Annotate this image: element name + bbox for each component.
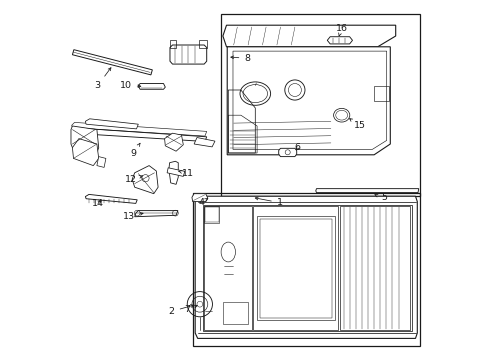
Text: 12: 12 <box>125 175 142 184</box>
Text: 11: 11 <box>179 169 193 178</box>
Text: 16: 16 <box>335 23 347 36</box>
Text: 8: 8 <box>230 54 250 63</box>
Text: 7: 7 <box>183 305 197 314</box>
Polygon shape <box>132 166 158 194</box>
Polygon shape <box>164 133 183 151</box>
Polygon shape <box>195 196 416 338</box>
Polygon shape <box>138 84 165 89</box>
Polygon shape <box>278 148 296 157</box>
Text: 3: 3 <box>94 68 111 90</box>
Polygon shape <box>170 45 206 64</box>
Text: 15: 15 <box>349 118 365 130</box>
Polygon shape <box>72 128 206 141</box>
Polygon shape <box>227 47 389 155</box>
Polygon shape <box>194 138 215 147</box>
Text: 2: 2 <box>168 305 193 316</box>
Polygon shape <box>134 211 178 217</box>
Polygon shape <box>97 157 106 167</box>
Text: 4: 4 <box>198 198 207 207</box>
Polygon shape <box>326 37 352 44</box>
Text: 10: 10 <box>120 81 141 90</box>
Text: 14: 14 <box>91 199 103 208</box>
Polygon shape <box>72 139 99 166</box>
Polygon shape <box>71 126 99 153</box>
Polygon shape <box>85 119 138 129</box>
Bar <box>221 14 419 196</box>
Polygon shape <box>223 25 395 47</box>
Polygon shape <box>315 189 418 193</box>
Text: 13: 13 <box>122 212 143 221</box>
Text: 1: 1 <box>255 197 282 207</box>
Text: 6: 6 <box>294 143 300 152</box>
Bar <box>193 193 419 346</box>
Polygon shape <box>167 168 184 176</box>
Text: 5: 5 <box>374 194 386 202</box>
Polygon shape <box>192 194 207 202</box>
Polygon shape <box>72 50 152 75</box>
Text: 9: 9 <box>130 143 140 158</box>
Polygon shape <box>85 194 137 203</box>
Polygon shape <box>168 161 178 184</box>
